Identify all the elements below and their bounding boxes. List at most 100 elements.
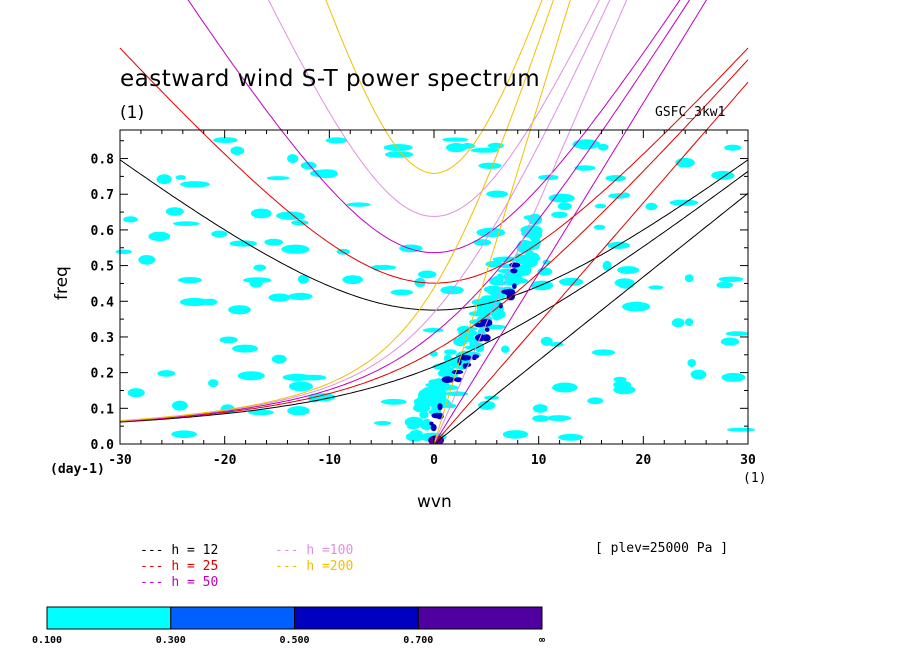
gravity-wave-curve [119,47,749,284]
power-blob [488,277,504,285]
power-blob [264,238,284,246]
legend-item: --- h =200 [275,559,353,574]
power-blob [404,416,424,428]
power-blob [529,231,537,242]
power-blob [684,318,694,326]
power-blob [429,421,434,426]
gravity-wave-curve [267,0,600,217]
colorbar-swatch [294,606,419,630]
power-blob [462,330,478,337]
power-blob [148,231,171,242]
legend-item: --- h =100 [275,543,353,558]
power-blob [532,404,548,413]
legend-label: h = 50 [171,575,219,590]
power-blob [645,202,658,211]
power-blob [315,169,338,179]
power-blob [213,137,238,144]
legend-dash: --- [140,559,172,574]
power-blob [444,349,457,355]
mixed-rossby-gravity-curve [119,0,554,422]
power-blob [492,256,520,263]
power-blob [123,216,138,223]
power-blob [219,336,238,344]
power-blob [546,415,572,422]
power-blob [512,283,517,289]
legend-label: h = 12 [171,543,219,558]
power-blob [179,297,210,307]
x-tick-label: 0 [430,453,438,468]
power-blob [532,415,550,422]
power-blob [441,376,454,383]
power-blob [516,264,532,276]
power-blob [530,280,554,291]
power-blob [165,207,184,216]
power-blob [390,289,414,296]
x-tick-label: -30 [108,453,132,468]
power-blob [724,144,742,151]
power-blob [483,285,503,294]
power-blob [451,369,464,375]
power-blob [230,146,245,155]
power-blob [574,165,596,171]
gravity-wave-curve [119,159,749,311]
power-blob [173,221,200,226]
power-blob [232,344,259,353]
power-blob [526,248,534,260]
power-blob [253,264,267,271]
power-blob [622,301,651,312]
y-tick-label: 0.4 [91,295,115,310]
power-blob [502,430,529,439]
power-blob [430,379,444,389]
power-blob [726,427,756,432]
power-blob [422,418,432,431]
kelvin-wave-curve [433,0,708,444]
power-blob [346,202,371,207]
power-blob [413,404,429,412]
power-blob [297,274,309,284]
mixed-rossby-gravity-curve [119,0,611,422]
legend-label: h = 25 [171,559,219,574]
power-blob [613,385,636,395]
power-blob [527,213,543,225]
power-blob [156,174,172,185]
power-blob [444,391,469,397]
power-blob [271,354,287,364]
power-blob [669,199,699,206]
power-blob [138,254,156,265]
power-blob [470,147,500,153]
y-axis-label: freq [52,266,72,300]
power-blob [325,137,348,144]
power-blob [202,298,218,306]
power-shading-layer [115,137,756,444]
power-blob [459,354,472,361]
power-blob [478,162,502,169]
power-blob [597,143,609,151]
chart-subtitle: (1) [120,103,145,123]
power-blob [431,412,443,419]
power-blob [115,249,132,255]
kelvin-wave-curve [433,0,571,444]
power-blob [288,381,313,392]
power-blob [373,421,392,426]
power-blob [177,277,202,284]
x-axis-unit: (1) [743,471,767,486]
y-tick-label: 0.1 [91,402,115,417]
power-blob [594,203,607,209]
power-blob [228,305,251,315]
power-blob [617,266,640,274]
power-blob [486,190,508,198]
mixed-rossby-gravity-curve [119,170,749,423]
power-blob [442,137,469,142]
power-blob [454,377,463,383]
legend-item: --- h = 12 [140,543,218,558]
power-blob [418,270,437,279]
colorbar-swatch [46,606,172,630]
power-blob [342,275,364,284]
power-blob [690,369,707,380]
power-blob [310,393,336,402]
power-blob [720,337,740,346]
power-blob [383,144,413,151]
power-blob [249,279,263,288]
